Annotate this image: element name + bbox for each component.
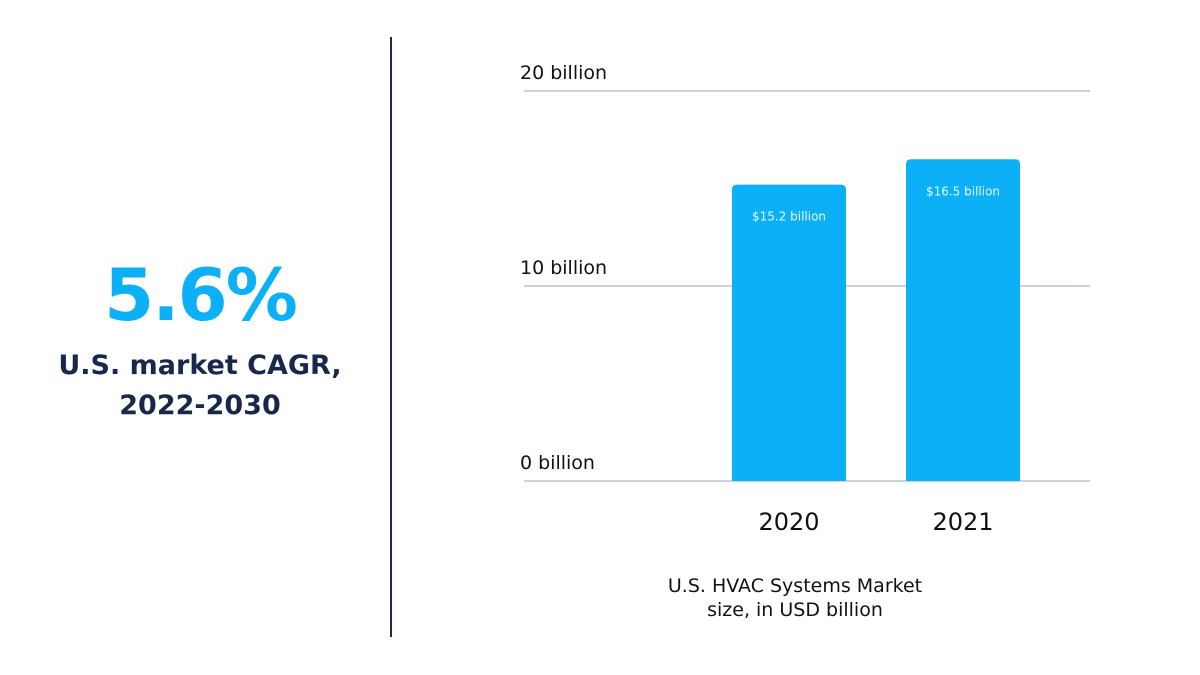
y-tick-label: 20 billion xyxy=(520,62,607,84)
cagr-caption-line1: U.S. market CAGR, xyxy=(58,350,342,381)
cagr-stat: 5.6% U.S. market CAGR, 2022-2030 xyxy=(40,250,360,426)
chart-caption-line1: U.S. HVAC Systems Market xyxy=(667,575,923,597)
chart-caption: U.S. HVAC Systems Market size, in USD bi… xyxy=(640,574,950,622)
cagr-caption: U.S. market CAGR, 2022-2030 xyxy=(40,346,360,426)
bar-2020 xyxy=(732,184,846,481)
x-tick-label: 2020 xyxy=(758,508,819,536)
data-label: $16.5 billion xyxy=(926,184,1000,198)
y-tick-label: 0 billion xyxy=(520,452,595,474)
x-tick-label: 2021 xyxy=(932,508,993,536)
bar-2021 xyxy=(906,159,1020,481)
divider xyxy=(390,37,392,637)
cagr-caption-line2: 2022-2030 xyxy=(119,390,281,421)
y-tick-label: 10 billion xyxy=(520,257,607,279)
data-label: $15.2 billion xyxy=(752,210,826,224)
chart-caption-line2: size, in USD billion xyxy=(707,599,883,621)
cagr-value: 5.6% xyxy=(104,253,298,337)
